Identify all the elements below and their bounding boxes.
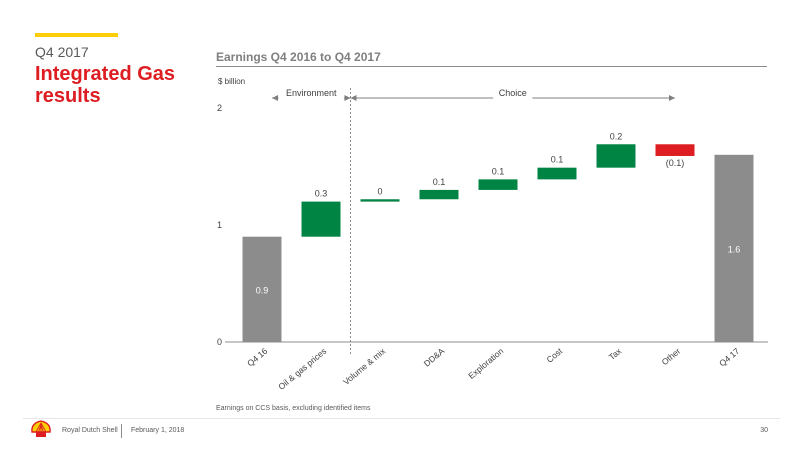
- data-label: 0.1: [551, 155, 564, 165]
- bar-2: [360, 199, 400, 202]
- x-tick-label: DD&A: [422, 346, 447, 369]
- bar-7: [655, 144, 695, 156]
- group-arrow-right-icon: [344, 95, 351, 101]
- group-label: Choice: [499, 88, 527, 98]
- x-tick-label: Q4 16: [245, 346, 269, 369]
- group-label-bg: [493, 91, 533, 103]
- bar-4: [478, 179, 518, 190]
- page-number: 30: [760, 427, 768, 434]
- y-tick-label: 0: [217, 337, 222, 347]
- footnote: Earnings on CCS basis, excluding identif…: [216, 405, 371, 412]
- group-arrow-left-icon: [350, 95, 357, 101]
- bar-1: [301, 201, 341, 237]
- data-label: 0.3: [315, 189, 328, 199]
- data-label: 0: [377, 186, 382, 196]
- footer-divider: [23, 418, 780, 419]
- x-tick-label: Cost: [544, 345, 564, 364]
- x-tick-label: Oil & gas prices: [276, 346, 328, 392]
- chart-title: Earnings Q4 2016 to Q4 2017: [216, 50, 381, 64]
- x-tick-label: Tax: [607, 345, 624, 362]
- footer-separator: [121, 424, 122, 438]
- bar-0: [242, 236, 282, 342]
- chart-title-rule: [216, 66, 767, 67]
- x-tick-label: Exploration: [466, 346, 505, 381]
- quarter-label: Q4 2017: [35, 44, 89, 60]
- data-label: (0.1): [666, 158, 685, 168]
- group-arrow-right-icon: [669, 95, 675, 101]
- data-label: 1.6: [728, 244, 741, 254]
- group-label-bg: [278, 91, 344, 103]
- group-arrow-left-icon: [272, 95, 278, 101]
- data-label: 0.1: [492, 166, 505, 176]
- bar-8: [714, 154, 754, 342]
- y-tick-label: 2: [217, 103, 222, 113]
- page-title: Integrated Gas results: [35, 63, 176, 107]
- data-label: 0.9: [256, 285, 269, 295]
- accent-bar: [35, 33, 118, 37]
- x-tick-label: Volume & mix: [341, 345, 388, 387]
- bar-3: [419, 189, 459, 200]
- bar-5: [537, 167, 577, 180]
- x-tick-label: Other: [660, 346, 683, 367]
- group-label: Environment: [286, 88, 337, 98]
- footer-date: February 1, 2018: [131, 427, 185, 434]
- y-axis-label: $ billion: [218, 77, 245, 86]
- shell-logo-icon: [31, 420, 51, 437]
- data-label: 0.2: [610, 131, 623, 141]
- data-label: 0.1: [433, 177, 446, 187]
- company-name: Royal Dutch Shell: [62, 427, 118, 434]
- bar-6: [596, 144, 636, 168]
- y-tick-label: 1: [217, 220, 222, 230]
- x-tick-label: Q4 17: [717, 346, 741, 369]
